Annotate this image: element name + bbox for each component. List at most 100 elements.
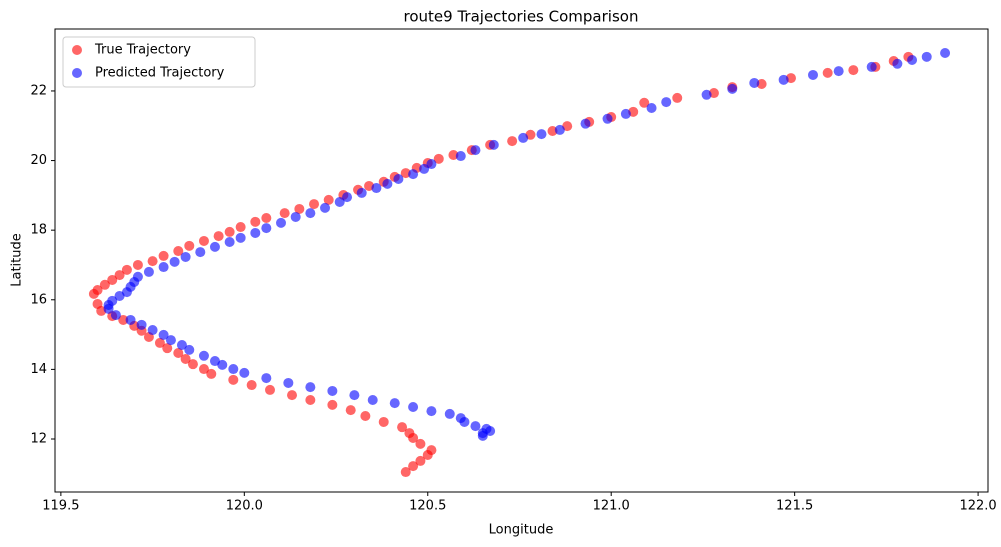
point	[323, 194, 334, 205]
point	[283, 377, 294, 388]
point	[180, 353, 191, 364]
point	[305, 382, 316, 393]
point	[393, 174, 404, 185]
legend-box	[62, 36, 256, 88]
x-axis-label: Longitude	[489, 523, 554, 538]
point	[173, 246, 184, 257]
point	[224, 237, 235, 248]
y-axis-label: Latitude	[10, 233, 25, 287]
point	[143, 266, 154, 277]
point	[356, 187, 367, 198]
point	[235, 222, 246, 233]
point	[125, 314, 136, 325]
y-tick-label: 18	[30, 223, 47, 238]
point	[477, 430, 488, 441]
point	[701, 89, 712, 100]
point	[371, 183, 382, 194]
point	[162, 343, 173, 354]
point	[114, 270, 125, 281]
point	[547, 125, 558, 136]
point	[88, 288, 99, 299]
point	[382, 178, 393, 189]
point	[455, 151, 466, 162]
point	[327, 399, 338, 410]
point	[807, 69, 818, 80]
point	[444, 408, 455, 419]
point	[228, 374, 239, 385]
y-tick-label: 20	[30, 153, 47, 168]
point	[187, 359, 198, 370]
point	[778, 74, 789, 85]
point	[419, 163, 430, 174]
point	[327, 385, 338, 396]
point	[921, 51, 932, 62]
point	[198, 364, 209, 375]
point	[345, 405, 356, 416]
point	[907, 54, 918, 65]
point	[554, 124, 565, 135]
point	[250, 216, 261, 227]
point	[334, 196, 345, 207]
point	[408, 401, 419, 412]
point	[848, 65, 859, 76]
point	[562, 121, 573, 132]
point	[507, 136, 518, 147]
point	[147, 325, 158, 336]
point	[206, 368, 217, 379]
point	[103, 303, 114, 314]
point	[261, 212, 272, 223]
point	[422, 450, 433, 461]
point	[672, 92, 683, 103]
x-tick-label: 120.5	[409, 499, 446, 514]
point	[110, 310, 121, 321]
point	[408, 461, 419, 472]
x-tick-label: 120.0	[226, 499, 263, 514]
point	[279, 208, 290, 219]
x-tick-label: 122.0	[959, 499, 996, 514]
point	[470, 145, 481, 156]
point	[488, 139, 499, 150]
point	[121, 287, 132, 298]
point	[195, 247, 206, 258]
chart-title: route9 Trajectories Comparison	[404, 8, 639, 26]
point	[756, 78, 767, 89]
point	[235, 232, 246, 243]
point	[287, 390, 298, 401]
point	[180, 251, 191, 262]
x-tick-label: 121.5	[776, 499, 813, 514]
legend-marker	[72, 45, 82, 55]
point	[378, 416, 389, 427]
point	[408, 432, 419, 443]
point	[107, 274, 118, 285]
point	[173, 348, 184, 359]
point	[209, 241, 220, 252]
point	[433, 153, 444, 164]
point	[602, 113, 613, 124]
point	[415, 455, 426, 466]
point	[198, 235, 209, 246]
point	[349, 390, 360, 401]
point	[639, 97, 650, 108]
point	[158, 329, 169, 340]
point	[727, 83, 738, 94]
point	[217, 359, 228, 370]
point	[305, 208, 316, 219]
point	[261, 373, 272, 384]
legend-label: Predicted Trajectory	[95, 66, 225, 81]
point	[426, 406, 437, 417]
point	[209, 356, 220, 367]
point	[389, 398, 400, 409]
point	[415, 438, 426, 449]
point	[198, 350, 209, 361]
point	[620, 108, 631, 119]
point	[360, 411, 371, 422]
point	[290, 211, 301, 222]
point	[184, 344, 195, 355]
legend-label: True Trajectory	[94, 43, 191, 58]
point	[400, 168, 411, 179]
point	[305, 395, 316, 406]
point	[246, 380, 257, 391]
point	[470, 421, 481, 432]
point	[833, 66, 844, 77]
